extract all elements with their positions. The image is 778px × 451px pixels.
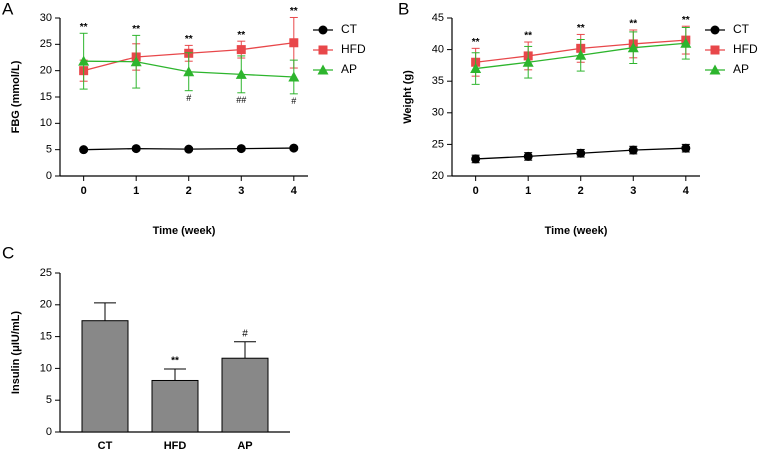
legend-marker xyxy=(709,64,721,75)
marker xyxy=(681,143,691,153)
x-tick-label: AP xyxy=(237,440,252,451)
marker xyxy=(471,154,481,164)
marker xyxy=(184,144,194,154)
significance-label: ** xyxy=(237,30,245,41)
y-tick-label: 20 xyxy=(40,299,52,311)
significance-label: # xyxy=(186,93,191,103)
y-tick-label: 10 xyxy=(40,117,52,129)
legend-marker xyxy=(317,64,329,75)
y-tick-label: 45 xyxy=(432,12,444,24)
y-tick-label: 5 xyxy=(46,394,52,406)
legend-label: CT xyxy=(733,22,750,36)
x-axis-label: Time (week) xyxy=(545,225,608,237)
legend-label: HFD xyxy=(341,42,366,56)
panel: C 0 5 10 15 20 25 Insulin (μIU/mL) CT HFD ** AP # xyxy=(2,243,290,451)
y-tick-label: 10 xyxy=(40,362,52,374)
marker xyxy=(235,68,247,79)
significance-label: ** xyxy=(185,34,193,45)
y-tick-label: 35 xyxy=(432,75,444,87)
y-tick-label: 30 xyxy=(432,107,444,119)
y-tick-label: 25 xyxy=(40,38,52,50)
marker xyxy=(236,45,246,55)
marker xyxy=(131,144,141,154)
panel-label: C xyxy=(2,243,14,262)
panel: B 20 25 30 35 40 45 Weight (g) 0 1 2 3 4 Time (week) C… xyxy=(398,0,758,237)
marker xyxy=(79,145,89,155)
y-tick-label: 20 xyxy=(432,170,444,182)
y-tick-label: 20 xyxy=(40,65,52,77)
significance-label: # xyxy=(242,328,248,339)
marker xyxy=(183,66,195,77)
x-tick-label: 3 xyxy=(630,185,636,197)
x-tick-label: 1 xyxy=(525,185,531,197)
legend-label: AP xyxy=(733,62,749,76)
panel: A 0 5 10 15 20 25 30 FBG (mmol/L) 0 1 2 3 4 Time (week… xyxy=(2,0,366,237)
legend-label: AP xyxy=(341,62,357,76)
legend-marker xyxy=(710,45,720,55)
x-tick-label: 3 xyxy=(238,185,244,197)
legend-label: CT xyxy=(341,22,358,36)
significance-label: # xyxy=(291,96,296,106)
panel-label: A xyxy=(2,0,14,18)
y-axis-label: FBG (mmol/L) xyxy=(10,60,22,133)
bar xyxy=(81,320,129,433)
marker xyxy=(522,56,534,67)
significance-label: ** xyxy=(682,15,690,26)
marker xyxy=(289,38,299,48)
marker xyxy=(78,55,90,66)
x-tick-label: CT xyxy=(98,440,113,451)
marker xyxy=(523,151,533,161)
x-tick-label: HFD xyxy=(164,440,187,451)
y-tick-label: 30 xyxy=(40,12,52,24)
y-tick-label: 0 xyxy=(46,170,52,182)
significance-label: ** xyxy=(524,31,532,42)
bar xyxy=(151,379,199,433)
marker xyxy=(680,37,692,48)
y-tick-label: 15 xyxy=(40,91,52,103)
y-tick-label: 0 xyxy=(46,426,52,438)
x-tick-label: 4 xyxy=(291,185,298,197)
panel-label: B xyxy=(398,0,409,18)
x-tick-label: 2 xyxy=(578,185,584,197)
marker xyxy=(628,145,638,155)
marker xyxy=(627,42,639,53)
x-tick-label: 0 xyxy=(81,185,87,197)
significance-label: ** xyxy=(629,19,637,30)
significance-label: ** xyxy=(80,22,88,33)
marker xyxy=(288,71,300,82)
significance-label: ** xyxy=(577,23,585,34)
legend-label: HFD xyxy=(733,42,758,56)
x-tick-label: 1 xyxy=(133,185,139,197)
y-tick-label: 25 xyxy=(40,267,52,279)
y-tick-label: 40 xyxy=(432,44,444,56)
legend-marker xyxy=(318,25,328,35)
significance-label: ** xyxy=(132,24,140,35)
y-tick-label: 15 xyxy=(40,331,52,343)
significance-label: ** xyxy=(171,356,179,367)
x-axis-label: Time (week) xyxy=(153,225,216,237)
legend-marker xyxy=(318,45,328,55)
marker xyxy=(289,143,299,153)
marker xyxy=(576,148,586,158)
x-tick-label: 2 xyxy=(186,185,192,197)
marker xyxy=(575,49,587,60)
y-tick-label: 25 xyxy=(432,138,444,150)
y-axis-label: Insulin (μIU/mL) xyxy=(10,311,22,394)
y-axis-label: Weight (g) xyxy=(402,70,414,124)
x-tick-label: 4 xyxy=(683,185,690,197)
significance-label: ## xyxy=(236,95,246,105)
legend-marker xyxy=(710,25,720,35)
significance-label: ** xyxy=(472,37,480,48)
significance-label: ** xyxy=(290,6,298,17)
bar xyxy=(221,357,269,433)
x-tick-label: 0 xyxy=(473,185,479,197)
marker xyxy=(470,63,482,74)
y-tick-label: 5 xyxy=(46,144,52,156)
marker xyxy=(236,144,246,154)
marker xyxy=(130,56,142,67)
